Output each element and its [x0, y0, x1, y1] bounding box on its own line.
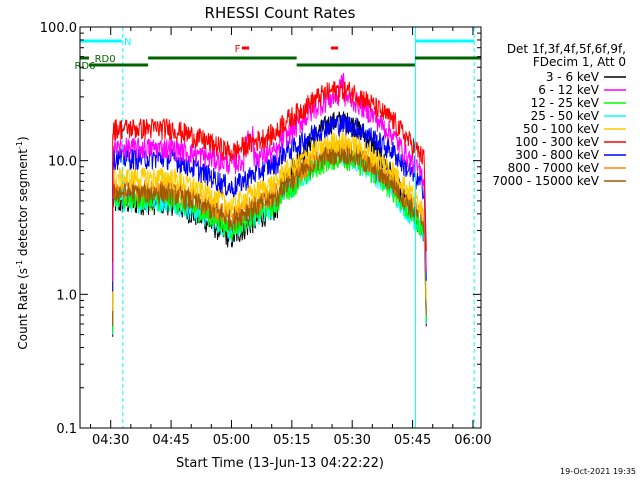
series-line-7000-15000keV	[112, 143, 427, 326]
flag-label-f: F	[235, 44, 241, 55]
y-axis-label-sup1: -1	[15, 260, 24, 268]
y-tick-label-10.0: 10.0	[48, 155, 77, 170]
plot-frame	[79, 26, 482, 429]
y-tick-label-0.1: 0.1	[56, 422, 77, 437]
legend-label-800-7000keV: 800 - 7000 keV	[508, 161, 600, 175]
axes-layer: 04:30 04:45 05:00 05:15 05:30 05:45 06:00 0.1 1.…	[40, 21, 492, 448]
series-line-100-300keV	[112, 79, 427, 262]
series-layer	[112, 72, 427, 337]
y-tick-label-100.0: 100.0	[40, 21, 77, 36]
x-tick-label-0500: 05:00	[213, 433, 250, 448]
legend-label-300-800keV: 300 - 800 keV	[515, 148, 599, 162]
x-tick-label-0430: 04:30	[92, 433, 129, 448]
flag-label-rd0: RD0	[95, 54, 116, 65]
x-tick-label-0600: 06:00	[454, 433, 491, 448]
y-axis-label-end: )	[16, 136, 30, 141]
legend: Det 1f,3f,4f,5f,6f,9f, FDecim 1, Att 0 3…	[492, 42, 626, 188]
y-axis-label-sup2: -1	[15, 141, 24, 149]
y-tick-label-1.0: 1.0	[56, 288, 77, 303]
series-line-50-100keV	[112, 132, 427, 311]
legend-header-line1: Det 1f,3f,4f,5f,6f,9f,	[507, 42, 626, 56]
legend-label-6-12keV: 6 - 12 keV	[538, 83, 600, 97]
x-tick-label-0445: 04:45	[152, 433, 189, 448]
legend-header-line2: FDecim 1, Att 0	[533, 55, 626, 69]
legend-label-100-300keV: 100 - 300 keV	[515, 135, 599, 149]
x-tick-label-0515: 05:15	[273, 433, 310, 448]
generation-timestamp: 19-Oct-2021 19:35	[560, 467, 636, 476]
legend-label-12-25keV: 12 - 25 keV	[531, 96, 600, 110]
x-tick-label-0530: 05:30	[333, 433, 370, 448]
legend-label-7000-15000keV: 7000 - 15000 keV	[492, 174, 599, 188]
y-axis-label-mid: detector segment	[16, 149, 30, 260]
series-line-6-12keV	[112, 72, 427, 282]
flag-label-n: N	[124, 37, 131, 48]
y-axis-label: Count Rate (s-1 detector segment-1)	[15, 136, 30, 349]
legend-label-50-100keV: 50 - 100 keV	[523, 122, 600, 136]
x-axis-label: Start Time (13-Jun-13 04:22:22)	[176, 456, 384, 471]
legend-label-25-50keV: 25 - 50 keV	[531, 109, 600, 123]
flag-label-rd6: RD6	[74, 61, 95, 72]
x-tick-label-0545: 05:45	[394, 433, 431, 448]
chart-title: RHESSI Count Rates	[205, 4, 356, 22]
legend-label-3-6keV: 3 - 6 keV	[546, 70, 600, 84]
y-axis-label-main: Count Rate (s	[16, 268, 30, 350]
